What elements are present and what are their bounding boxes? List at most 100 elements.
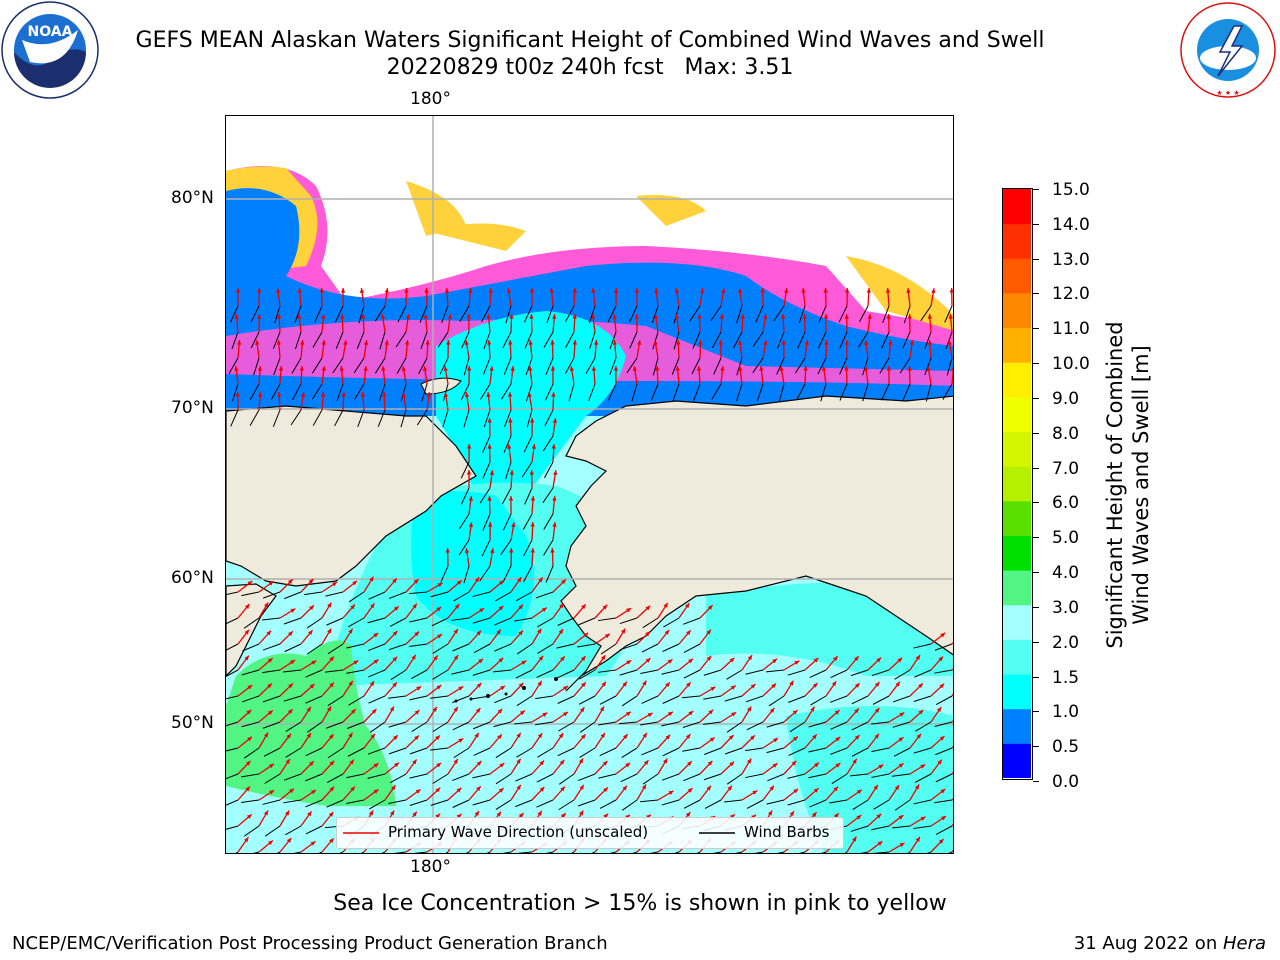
wind-barb bbox=[494, 695, 512, 704]
wave-arrow-head bbox=[867, 314, 872, 319]
wave-arrow-head bbox=[453, 758, 458, 764]
wave-arrow-head bbox=[641, 784, 647, 790]
wave-arrow-head bbox=[854, 683, 860, 688]
wind-barb bbox=[578, 773, 596, 782]
wave-arrow-head bbox=[529, 470, 534, 475]
wave-arrow-head bbox=[793, 788, 799, 794]
footer-credit: NCEP/EMC/Verification Post Processing Pr… bbox=[12, 933, 608, 954]
wave-arrow-head bbox=[443, 392, 449, 397]
lat-label-70: 70°N bbox=[171, 398, 214, 418]
wind-barb bbox=[564, 357, 575, 375]
wave-arrow-head bbox=[516, 577, 522, 583]
wave-arrow-head bbox=[518, 630, 523, 636]
wave-arrow-head bbox=[542, 712, 548, 717]
wind-barb bbox=[598, 669, 617, 673]
wind-barb bbox=[290, 409, 302, 426]
wave-arrow-head bbox=[856, 815, 862, 820]
wave-arrow-head bbox=[569, 366, 575, 372]
wind-barb bbox=[546, 851, 554, 853]
wind-barb bbox=[521, 461, 533, 478]
wind-barb bbox=[312, 409, 323, 426]
wind-barb bbox=[418, 357, 428, 375]
wave-arrow-head bbox=[246, 814, 252, 819]
wave-arrow-head bbox=[854, 735, 860, 740]
wave-arrow-head bbox=[437, 634, 443, 639]
wind-barb bbox=[935, 773, 953, 783]
colorbar-tick-mark bbox=[1033, 606, 1039, 608]
wave-arrow-head bbox=[453, 706, 458, 712]
wind-barb bbox=[649, 851, 659, 853]
wind-barb bbox=[409, 643, 428, 647]
wave-arrow-head bbox=[559, 759, 565, 765]
wave-direction-legend-line bbox=[343, 832, 379, 834]
wind-barb bbox=[472, 617, 491, 624]
wave-arrow-head bbox=[306, 733, 311, 738]
wave-arrow-head bbox=[750, 684, 756, 689]
wind-barb bbox=[629, 305, 638, 323]
wave-arrow-head bbox=[257, 392, 263, 397]
wave-arrow-head bbox=[834, 813, 839, 819]
wind-barb bbox=[516, 851, 533, 853]
wind-barb bbox=[565, 331, 575, 349]
wave-arrow-head bbox=[329, 656, 334, 662]
wave-arrow-head bbox=[845, 288, 850, 293]
wave-direction-legend-label: Primary Wave Direction (unscaled) bbox=[388, 823, 649, 841]
map-panel[interactable] bbox=[225, 115, 954, 854]
wind-barb bbox=[745, 747, 764, 752]
wave-arrow-head bbox=[498, 788, 504, 793]
wind-barb bbox=[432, 721, 449, 733]
wave-arrow-head bbox=[464, 392, 470, 397]
wind-barb bbox=[226, 695, 239, 700]
wave-arrow-head bbox=[286, 733, 291, 739]
wind-barb bbox=[409, 747, 428, 755]
wave-arrow-head bbox=[583, 632, 589, 638]
wind-barb bbox=[397, 305, 407, 323]
wave-arrow-head bbox=[625, 711, 631, 717]
wind-barb bbox=[935, 825, 953, 835]
wave-arrow-head bbox=[600, 655, 606, 661]
wave-arrow-head bbox=[844, 314, 849, 319]
wind-barb bbox=[935, 695, 953, 706]
wind-barb bbox=[459, 305, 470, 322]
wave-arrow-head bbox=[359, 288, 365, 293]
wind-barb bbox=[515, 773, 533, 782]
colorbar-tick-mark bbox=[1033, 258, 1039, 260]
wind-barb bbox=[409, 695, 428, 701]
wind-barb bbox=[619, 643, 638, 651]
wind-barb bbox=[390, 669, 407, 681]
wave-arrow-head bbox=[552, 522, 557, 527]
wave-arrow-head bbox=[509, 314, 514, 319]
wind-barb bbox=[902, 383, 911, 401]
wave-arrow-head bbox=[813, 788, 819, 793]
wind-barb bbox=[432, 773, 449, 784]
wave-arrow-head bbox=[791, 760, 797, 766]
wind-barb bbox=[347, 747, 365, 757]
lon-label-top: 180° bbox=[410, 89, 451, 109]
wind-barb bbox=[662, 747, 680, 757]
wave-arrow-head bbox=[432, 706, 437, 712]
wind-barb bbox=[481, 305, 491, 323]
wind-barb bbox=[913, 825, 932, 830]
wave-arrow-head bbox=[729, 761, 735, 767]
wind-barb bbox=[568, 383, 575, 402]
wave-arrow-head bbox=[453, 628, 458, 634]
wind-barb bbox=[794, 357, 806, 374]
wave-arrow-head bbox=[614, 288, 619, 293]
wave-arrow-head bbox=[909, 340, 915, 345]
wind-barb bbox=[619, 721, 638, 725]
wind-barb bbox=[858, 305, 869, 323]
wave-arrow-head bbox=[370, 733, 376, 739]
wave-arrow-head bbox=[854, 708, 859, 714]
wave-arrow-head bbox=[572, 288, 577, 293]
wind-barb bbox=[285, 825, 302, 836]
wave-arrow-head bbox=[516, 784, 521, 790]
wave-arrow-head bbox=[951, 367, 953, 371]
wave-arrow-head bbox=[603, 787, 608, 793]
wind-barb bbox=[524, 487, 533, 505]
wind-barb bbox=[502, 331, 512, 349]
wind-barb bbox=[577, 643, 596, 648]
wave-arrow-head bbox=[833, 786, 839, 792]
wave-arrow-head bbox=[613, 366, 619, 371]
wind-barb bbox=[691, 357, 701, 375]
wind-barb bbox=[545, 357, 554, 375]
